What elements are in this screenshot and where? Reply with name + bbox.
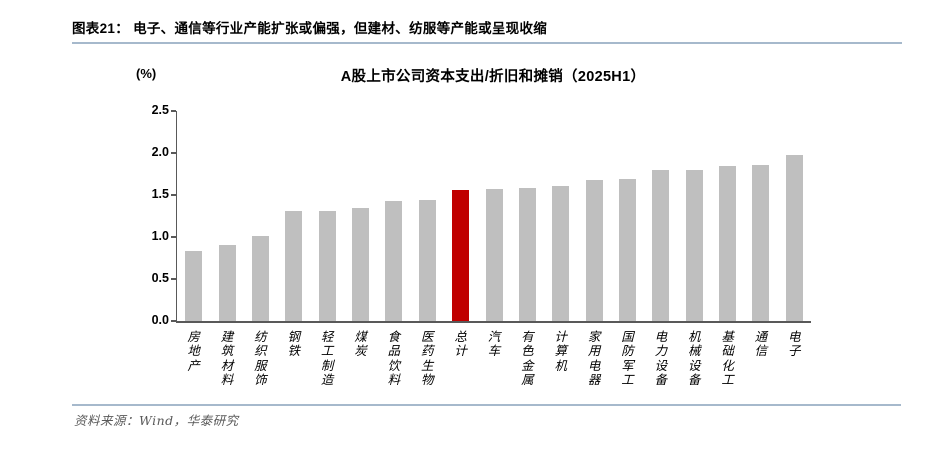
x-axis-label: 钢铁	[287, 329, 301, 359]
bar	[719, 166, 737, 321]
x-axis-label: 总计	[454, 329, 467, 359]
bar	[285, 210, 303, 321]
bar	[251, 236, 269, 321]
x-axis-label: 电子	[788, 329, 801, 359]
bar-total-highlight	[452, 189, 470, 321]
x-axis-label: 计算机	[554, 329, 567, 373]
x-axis-label: 家用电器	[587, 329, 601, 387]
bar	[418, 200, 436, 321]
y-tick-mark	[170, 236, 176, 238]
bar	[585, 179, 603, 321]
x-axis-label: 食品饮料	[387, 329, 401, 387]
y-axis-unit-label: (%)	[136, 66, 157, 81]
bar	[318, 210, 336, 321]
y-tick-mark	[170, 152, 176, 154]
chart-title: A股上市公司资本支出/折旧和摊销（2025H1）	[340, 69, 646, 85]
x-axis-label: 电力设备	[654, 329, 668, 387]
figure-caption: 图表21： 电子、通信等行业产能扩张或偏强，但建材、纺服等产能或呈现收缩	[72, 21, 548, 36]
x-axis-label: 建筑材料	[220, 329, 234, 387]
bar	[518, 188, 536, 321]
footer-divider	[72, 404, 901, 406]
figure-header: 图表21： 电子、通信等行业产能扩张或偏强，但建材、纺服等产能或呈现收缩	[72, 17, 904, 38]
bar	[385, 200, 403, 321]
x-axis-label: 汽车	[487, 329, 501, 359]
y-tick-label: 0.0	[151, 312, 169, 327]
y-tick-label: 1.0	[151, 228, 169, 243]
x-axis-label: 有色金属	[521, 329, 534, 387]
y-tick-label: 2.0	[151, 144, 169, 159]
bar	[485, 189, 503, 321]
x-axis-label: 国防军工	[621, 329, 634, 387]
y-tick-label: 2.5	[151, 102, 169, 117]
x-axis-label: 房地产	[187, 329, 200, 373]
bar	[352, 208, 370, 321]
x-axis-label: 基础化工	[721, 329, 734, 387]
x-axis-label: 轻工制造	[320, 329, 334, 387]
source-text: 资料来源：Wind，华泰研究	[74, 413, 239, 428]
x-axis-label: 通信	[754, 329, 768, 359]
x-axis-label: 医药生物	[420, 329, 434, 387]
bar	[618, 179, 636, 321]
bar	[785, 154, 803, 321]
y-tick-label: 1.5	[151, 186, 169, 201]
x-axis-label: 纺织服饰	[254, 329, 267, 387]
bar	[752, 164, 770, 321]
bar	[685, 169, 703, 321]
bar	[652, 169, 670, 321]
y-tick-mark	[170, 194, 176, 196]
bar-chart-plot-area: 0.0 0.5 1.0 1.5 2.0 2.5 房地产 建筑材料 纺织服饰 钢铁 轻工制造 煤炭 食品饮…	[152, 103, 811, 386]
y-tick-mark	[170, 278, 176, 280]
x-axis-label: 机械设备	[687, 329, 701, 387]
y-tick-mark	[170, 320, 176, 322]
y-tick-label: 0.5	[151, 270, 169, 285]
bar	[552, 185, 570, 321]
x-axis-label: 煤炭	[354, 329, 367, 359]
bar	[185, 251, 203, 321]
bar	[218, 244, 236, 321]
header-divider	[72, 42, 902, 44]
y-tick-mark	[170, 110, 176, 112]
